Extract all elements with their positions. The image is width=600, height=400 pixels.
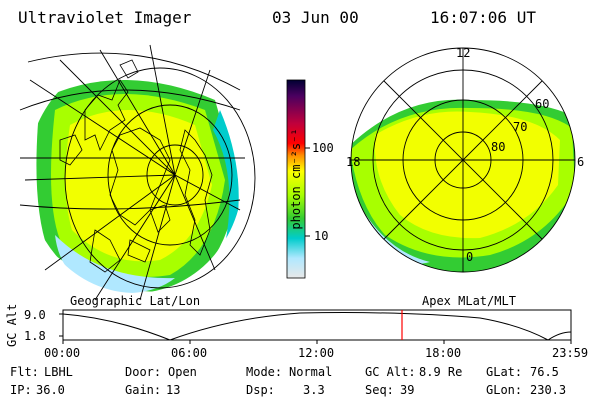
orbit-plot	[59, 309, 572, 344]
status-dsp-value: 3.3	[303, 383, 325, 397]
status-door-label: Door:	[125, 365, 162, 379]
lat-ring-label-70: 70	[513, 120, 528, 134]
status-mode-label: Mode:	[246, 365, 283, 379]
colorbar-tick-label-100: 100	[312, 141, 334, 155]
mlt-label-left: 18	[346, 155, 361, 169]
orbit-altitude-curve	[62, 312, 572, 341]
status-flt-label: Flt:	[10, 365, 39, 379]
mlt-polar-image	[350, 47, 576, 273]
status-seq-value: 39	[400, 383, 415, 397]
status-gain-label: Gain:	[125, 383, 162, 397]
orbit-xtick-0: 00:00	[44, 346, 81, 360]
status-gcalt-label: GC Alt:	[365, 365, 416, 379]
orbit-ytick-top: 9.0	[24, 308, 46, 322]
status-seq-label: Seq:	[365, 383, 394, 397]
instrument-title: Ultraviolet Imager	[18, 8, 192, 27]
status-gain-value: 13	[166, 383, 181, 397]
right-panel-caption: Apex MLat/MLT	[422, 294, 516, 308]
status-glat-value: 76.5	[530, 365, 559, 379]
orbit-xtick-3: 18:00	[425, 346, 462, 360]
lat-ring-label-80: 80	[491, 140, 506, 154]
geographic-image	[19, 44, 256, 301]
orbit-xtick-2: 12:00	[298, 346, 335, 360]
status-flt-value: LBHL	[44, 365, 73, 379]
date-label: 03 Jun 00	[272, 8, 359, 27]
colorbar	[286, 79, 310, 279]
colorbar-tick-label-10: 10	[314, 229, 329, 243]
status-gcalt-value: 8.9 Re	[419, 365, 463, 379]
mlt-label-right: 6	[577, 155, 585, 169]
orbit-xtick-4: 23:59	[552, 346, 589, 360]
left-panel-caption: Geographic Lat/Lon	[70, 294, 201, 308]
mlt-label-bottom: 0	[466, 250, 474, 264]
status-ip-label: IP:	[10, 383, 32, 397]
colorbar-unit-label: photon cm⁻²s⁻¹	[289, 128, 303, 230]
orbit-ylabel: GC Alt	[5, 303, 19, 347]
status-door-value: Open	[168, 365, 197, 379]
orbit-xtick-1: 06:00	[171, 346, 208, 360]
status-dsp-label: Dsp:	[246, 383, 275, 397]
status-ip-value: 36.0	[36, 383, 65, 397]
status-glat-label: GLat:	[486, 365, 523, 379]
status-glon-value: 230.3	[530, 383, 567, 397]
mlt-label-top: 12	[456, 46, 471, 60]
time-label: 16:07:06 UT	[430, 8, 536, 27]
orbit-ytick-bottom: 1.8	[24, 329, 46, 343]
status-glon-label: GLon:	[486, 383, 523, 397]
lat-ring-label-60: 60	[535, 97, 550, 111]
status-mode-value: Normal	[289, 365, 333, 379]
